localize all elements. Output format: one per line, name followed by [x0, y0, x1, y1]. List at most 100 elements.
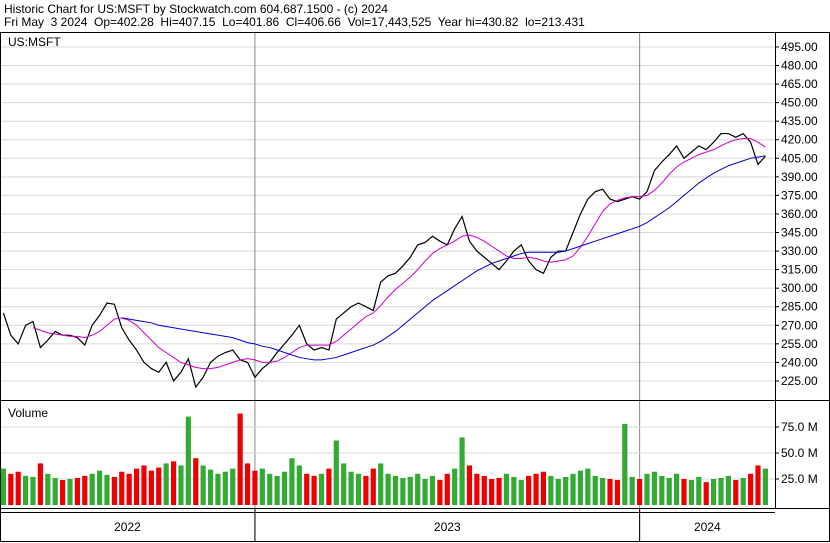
- volume-bar: [244, 463, 251, 505]
- y-tick-label: 465.00: [781, 77, 818, 91]
- price-line: [32, 138, 766, 370]
- volume-bar: [163, 463, 169, 505]
- volume-bar: [30, 476, 36, 505]
- price-line: [2, 132, 766, 389]
- volume-bar: [259, 468, 265, 505]
- y-tick-label: 330.00: [781, 244, 818, 258]
- volume-bar: [518, 480, 524, 505]
- volume-bar: [629, 476, 635, 505]
- price-line: [121, 155, 766, 361]
- volume-bar: [274, 475, 280, 505]
- volume-bar: [733, 480, 739, 505]
- volume-bar: [52, 477, 58, 505]
- y-tick-label: 25.0 M: [781, 472, 818, 486]
- volume-bar: [614, 480, 621, 505]
- y-tick-label: 50.0 M: [781, 446, 818, 460]
- volume-bar: [533, 473, 539, 505]
- volume-bar: [747, 473, 754, 505]
- volume-bar: [333, 440, 339, 505]
- y-tick-label: 360.00: [781, 207, 818, 221]
- chart-subtitle: Fri May 3 2024 Op=402.28 Hi=407.15 Lo=40…: [4, 15, 585, 29]
- volume-bar: [156, 467, 162, 505]
- volume-bar: [363, 475, 369, 505]
- y-tick-label: 315.00: [781, 263, 818, 277]
- volume-bar: [45, 473, 51, 505]
- x-tick-label: 2022: [114, 520, 141, 534]
- volume-bar: [222, 471, 228, 505]
- volume-bar: [37, 463, 43, 505]
- volume-bar: [59, 480, 66, 505]
- volume-bar: [496, 477, 502, 505]
- volume-bar: [133, 468, 140, 505]
- volume-bar: [104, 474, 110, 505]
- volume-bar: [119, 471, 125, 505]
- volume-bar: [326, 468, 332, 505]
- volume-bar: [555, 479, 561, 505]
- volume-bar: [348, 471, 354, 505]
- volume-bar: [762, 468, 768, 505]
- volume-bar: [526, 475, 532, 505]
- volume-bar: [474, 473, 480, 505]
- volume-bar: [666, 477, 672, 505]
- volume-bar: [481, 475, 487, 505]
- volume-bar: [570, 473, 576, 505]
- volume-bar: [674, 473, 680, 505]
- volume-bar: [696, 476, 702, 505]
- volume-bar: [304, 473, 310, 505]
- volume-bar: [141, 465, 147, 505]
- y-tick-label: 435.00: [781, 114, 818, 128]
- volume-bar: [385, 473, 391, 505]
- volume-bar: [429, 475, 436, 505]
- volume-bar: [563, 476, 569, 505]
- volume-bar: [296, 465, 302, 505]
- volume-bar: [126, 473, 132, 505]
- volume-bar: [311, 475, 317, 505]
- volume-bar: [74, 477, 80, 505]
- volume-bar: [0, 468, 6, 505]
- volume-bar: [681, 479, 687, 505]
- volume-bar: [503, 473, 510, 505]
- x-tick-label: 2023: [434, 520, 461, 534]
- volume-bar: [755, 465, 761, 505]
- volume-bar: [740, 477, 746, 505]
- volume-bar: [148, 470, 154, 505]
- volume-bar: [577, 470, 584, 505]
- volume-bar: [600, 477, 606, 505]
- volume-bar: [437, 480, 443, 505]
- volume-bar: [718, 477, 724, 505]
- volume-bar: [170, 461, 177, 505]
- volume-bar: [193, 458, 199, 505]
- volume-bar: [289, 458, 295, 505]
- y-tick-label: 240.00: [781, 355, 818, 369]
- volume-bar: [444, 473, 450, 505]
- volume-bar: [400, 477, 406, 505]
- volume-bar: [452, 468, 458, 505]
- y-tick-label: 345.00: [781, 226, 818, 240]
- volume-bar: [392, 475, 399, 505]
- y-tick-label: 495.00: [781, 40, 818, 54]
- volume-bar: [370, 468, 376, 505]
- x-tick-label: 2024: [694, 520, 721, 534]
- volume-bar: [622, 423, 628, 505]
- volume-bar: [111, 476, 117, 505]
- y-tick-label: 420.00: [781, 133, 818, 147]
- volume-bar: [178, 465, 184, 505]
- y-tick-label: 375.00: [781, 188, 818, 202]
- volume-bar: [200, 465, 206, 505]
- volume-bar: [548, 475, 554, 505]
- volume-bar: [355, 473, 362, 505]
- volume-bar: [459, 437, 465, 505]
- volume-bar: [82, 475, 88, 505]
- volume-bar: [540, 471, 547, 505]
- volume-bar: [725, 475, 731, 505]
- y-tick-label: 300.00: [781, 281, 818, 295]
- y-tick-label: 75.0 M: [781, 420, 818, 434]
- volume-bar: [407, 476, 413, 505]
- volume-bar: [267, 473, 273, 505]
- volume-bar: [644, 473, 650, 505]
- volume-bar: [8, 473, 14, 505]
- volume-bar: [318, 473, 325, 505]
- y-tick-label: 450.00: [781, 96, 818, 110]
